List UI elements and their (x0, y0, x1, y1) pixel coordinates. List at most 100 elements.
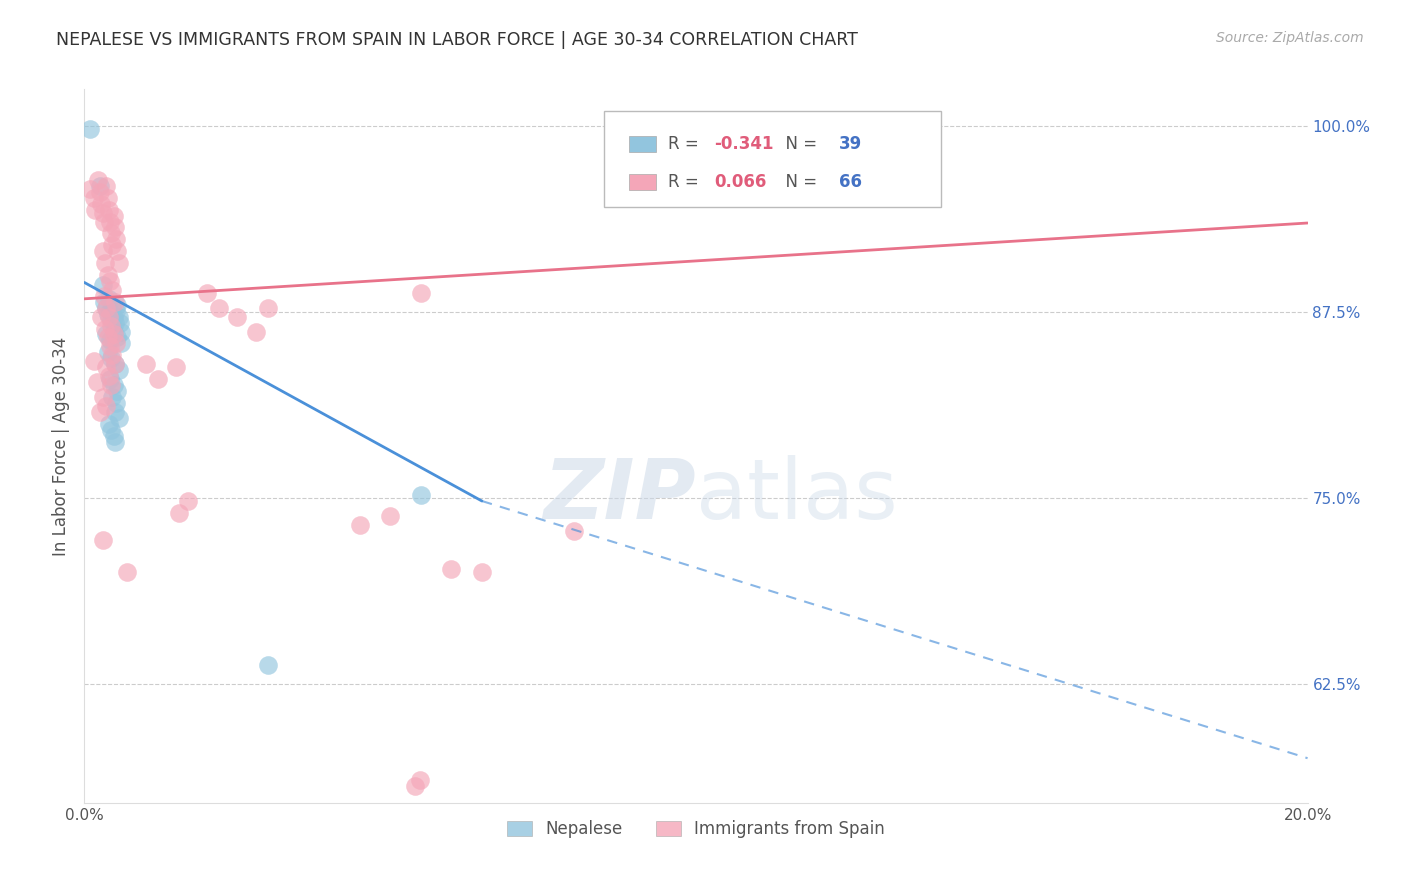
Point (101, 283, 124, 297)
Bar (628, 174, 655, 190)
Point (105, 396, 128, 410)
Point (101, 238, 124, 252)
Point (404, 780, 426, 794)
Point (110, 325, 132, 339)
Text: N =: N = (776, 173, 823, 191)
Point (90, 310, 112, 324)
Point (94, 301, 117, 315)
Point (83, 191, 105, 205)
Point (408, 773, 430, 788)
Point (94, 256, 117, 270)
Text: 39: 39 (839, 135, 862, 153)
Point (380, 508, 402, 523)
Point (208, 301, 231, 315)
Point (97, 330, 120, 344)
Point (91, 278, 114, 293)
Point (105, 303, 128, 318)
Point (97, 191, 120, 205)
Point (86, 375, 108, 389)
Point (97, 417, 120, 431)
Legend: Nepalese, Immigrants from Spain: Nepalese, Immigrants from Spain (501, 814, 891, 845)
Text: 0.066: 0.066 (714, 173, 766, 191)
Point (94, 321, 117, 335)
Point (97, 307, 120, 321)
Text: -0.341: -0.341 (714, 135, 773, 153)
Point (105, 330, 128, 344)
Point (91, 244, 114, 259)
Point (105, 232, 128, 246)
Point (104, 434, 127, 449)
Point (97, 310, 120, 324)
Point (90, 196, 112, 211)
Point (89, 405, 111, 419)
Point (103, 327, 125, 342)
Point (98, 339, 121, 353)
Point (87, 173, 110, 187)
Point (135, 357, 157, 371)
Point (409, 285, 432, 300)
Point (105, 244, 128, 259)
Point (409, 488, 432, 502)
Point (97, 369, 120, 384)
Point (104, 220, 127, 235)
Point (98, 303, 121, 318)
Point (105, 336, 128, 351)
Point (110, 336, 132, 351)
Point (104, 357, 127, 371)
Point (97, 268, 120, 282)
FancyBboxPatch shape (605, 111, 941, 207)
Point (91, 390, 114, 404)
Point (96, 360, 118, 375)
Point (89, 185, 111, 199)
Point (107, 310, 129, 324)
Point (89, 178, 111, 193)
Point (167, 506, 190, 520)
Text: 66: 66 (839, 173, 862, 191)
Point (104, 316, 127, 330)
Point (96, 301, 118, 315)
Point (471, 566, 494, 580)
Point (91, 205, 114, 219)
Point (226, 310, 249, 324)
Point (257, 657, 280, 672)
Point (195, 285, 218, 300)
Point (349, 517, 371, 532)
Point (100, 227, 122, 241)
Point (107, 256, 129, 270)
Text: R =: R = (668, 135, 704, 153)
Point (103, 428, 125, 442)
Point (93, 294, 115, 309)
Point (100, 423, 122, 437)
Point (100, 351, 122, 366)
Point (104, 294, 127, 309)
Point (100, 378, 122, 392)
Point (101, 390, 124, 404)
Point (94, 327, 117, 342)
Text: NEPALESE VS IMMIGRANTS FROM SPAIN IN LABOR FORCE | AGE 30-34 CORRELATION CHART: NEPALESE VS IMMIGRANTS FROM SPAIN IN LAB… (56, 31, 858, 49)
Point (103, 209, 125, 223)
Point (105, 298, 128, 312)
Point (79, 182, 101, 196)
Point (562, 524, 585, 538)
Point (115, 566, 138, 580)
Point (245, 325, 267, 339)
Point (440, 562, 463, 576)
Point (177, 494, 200, 508)
Text: ZIP: ZIP (543, 456, 696, 536)
Point (93, 289, 115, 303)
Point (105, 384, 128, 398)
Point (104, 405, 127, 419)
Point (165, 360, 187, 375)
Point (624, 182, 647, 196)
Point (79, 122, 101, 136)
Point (107, 410, 129, 425)
Point (97, 345, 120, 359)
Text: Source: ZipAtlas.com: Source: ZipAtlas.com (1216, 31, 1364, 45)
Point (93, 214, 115, 228)
Bar (628, 136, 655, 152)
Point (101, 301, 124, 315)
Point (257, 301, 280, 315)
Point (100, 318, 122, 333)
Text: atlas: atlas (696, 456, 897, 536)
Point (100, 312, 122, 326)
